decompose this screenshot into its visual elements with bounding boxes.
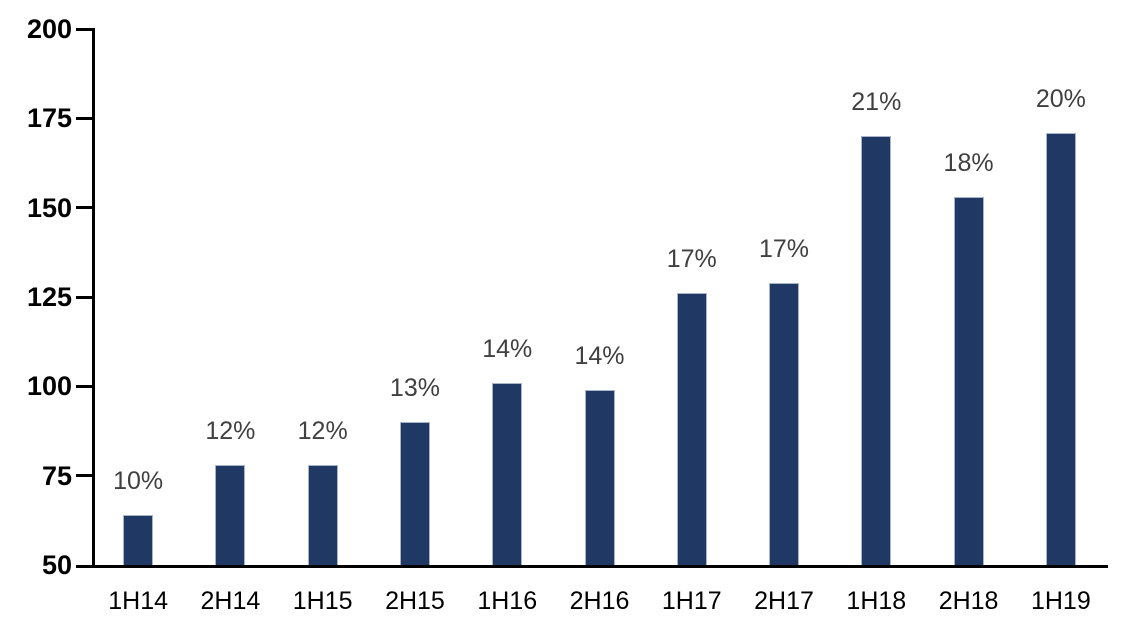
y-axis-tick-mark	[76, 384, 92, 388]
x-axis-line	[76, 565, 1108, 568]
bar	[953, 196, 984, 565]
x-axis-tick-label: 2H16	[569, 587, 630, 615]
x-axis-tick-label: 1H19	[1030, 587, 1091, 615]
x-axis-tick-label: 1H14	[108, 587, 168, 615]
y-axis-tick-mark	[76, 206, 92, 210]
bar	[215, 464, 246, 565]
bar	[492, 382, 523, 565]
y-axis-tick-mark	[76, 295, 92, 299]
y-axis-tick-mark	[76, 474, 92, 478]
x-axis-tick-label: 1H18	[846, 587, 907, 615]
y-axis-tick-mark	[76, 27, 92, 31]
bar	[1045, 132, 1076, 565]
bar-value-label: 17%	[666, 245, 717, 274]
bar	[123, 514, 154, 565]
x-axis-tick-label: 1H15	[292, 587, 353, 615]
y-axis-tick-label: 175	[26, 103, 72, 134]
x-axis-tick-label: 2H14	[200, 587, 261, 615]
bar-value-label: 20%	[1035, 84, 1086, 113]
bar-value-label: 12%	[297, 416, 348, 445]
bar	[676, 293, 707, 565]
y-axis-line	[92, 28, 95, 568]
y-axis-tick-label: 75	[41, 460, 72, 491]
bar-value-label: 10%	[113, 466, 164, 495]
bar-value-label: 21%	[851, 88, 902, 117]
y-axis-tick-mark	[76, 116, 92, 120]
bar	[399, 422, 430, 565]
bar-value-label: 18%	[943, 148, 994, 177]
x-axis-tick-label: 2H15	[385, 587, 445, 615]
bar-value-label: 14%	[482, 334, 533, 363]
y-axis-tick-label: 100	[26, 371, 72, 402]
bar	[584, 389, 615, 565]
bar	[769, 282, 800, 565]
y-axis-tick-label: 125	[26, 282, 72, 312]
x-axis-tick-label: 2H18	[938, 587, 999, 615]
y-axis-tick-label: 150	[26, 192, 72, 223]
bar-value-label: 13%	[389, 374, 440, 403]
y-axis-tick-label: 50	[41, 550, 72, 580]
x-axis-tick-label: 1H17	[661, 587, 722, 615]
y-axis-tick-label: 200	[26, 14, 72, 44]
bar-value-label: 12%	[205, 416, 256, 445]
bar	[307, 464, 338, 565]
x-axis-tick-label: 2H17	[754, 587, 814, 615]
x-axis-tick-label: 1H16	[477, 587, 538, 615]
bar-value-label: 14%	[574, 341, 625, 370]
bar	[861, 136, 892, 565]
bar-value-label: 17%	[759, 234, 810, 263]
